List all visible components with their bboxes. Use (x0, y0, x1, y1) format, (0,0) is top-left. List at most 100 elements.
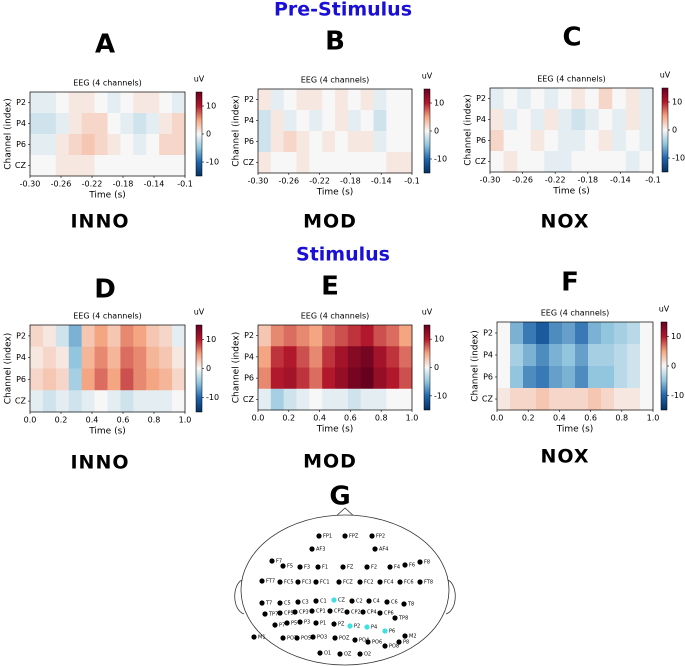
heatmap-cell (373, 325, 387, 347)
colorbar-label: uV (659, 305, 670, 314)
x-axis-label: Time (s) (552, 187, 590, 197)
heatmap-cell (146, 134, 160, 156)
heatmap-cell (283, 388, 297, 411)
heatmap-cell (399, 110, 413, 132)
heatmap-cell (598, 88, 613, 110)
heatmap-cell (490, 109, 504, 131)
electrode (313, 598, 319, 604)
heatmap-cell (283, 89, 297, 111)
electrode (364, 564, 370, 570)
electrode (401, 601, 407, 607)
heatmap-cell (575, 344, 589, 367)
electrode (316, 533, 322, 539)
heatmap-cell (490, 151, 504, 173)
heatmap-cell (81, 155, 95, 177)
electrode-label: P6 (389, 629, 395, 635)
heatmap-cell (172, 155, 186, 177)
heatmap-cell (68, 155, 83, 177)
heatmap-cell (612, 130, 627, 152)
panel-letter: G (329, 482, 350, 512)
heatmap-cell (347, 110, 362, 132)
y-tick-label: P6 (244, 137, 254, 146)
y-tick-label: P2 (476, 94, 486, 103)
x-tick-label: 0.6 (117, 416, 130, 425)
electrode-label: FC6 (404, 580, 414, 586)
heatmap-cell (120, 325, 134, 348)
heatmap-cell (588, 366, 602, 389)
heatmap-cell (386, 89, 400, 111)
heatmap-cell (360, 89, 374, 111)
heatmap-cell (322, 388, 336, 411)
chart-title: EEG (4 channels) (73, 79, 142, 88)
heatmap-cell (557, 130, 572, 152)
colorbar-tick-label: -10 (434, 391, 447, 400)
colorbar-label: uV (194, 75, 205, 84)
heatmap-cell (120, 346, 134, 369)
heatmap-cell (159, 325, 173, 348)
heatmap-cell (571, 130, 586, 152)
electrode (402, 562, 408, 568)
electrode-label: P3 (304, 620, 310, 626)
heatmap-cell (30, 390, 44, 413)
heatmap-cell (133, 113, 147, 135)
y-tick-label: P4 (483, 351, 493, 360)
y-tick-label: CZ (475, 157, 487, 166)
heatmap-cell (544, 151, 559, 173)
colorbar (195, 91, 203, 177)
heatmap-cell (309, 152, 323, 174)
electrode-label: C3 (302, 600, 309, 606)
heatmap-cell (639, 88, 654, 110)
heatmap-cell (68, 325, 83, 348)
x-axis-label: Time (s) (88, 191, 126, 201)
heatmap-cell (335, 89, 349, 111)
heatmap-cell (490, 88, 504, 110)
heatmap-cell (296, 131, 310, 153)
heatmap-cell (94, 325, 108, 348)
x-tick-label: 1.0 (179, 416, 192, 425)
heatmap-cell (296, 388, 310, 411)
x-tick-label: -0.22 (82, 180, 103, 189)
colorbar-label: uV (422, 72, 433, 81)
heatmap-cell (517, 130, 532, 152)
heatmap-cell (347, 388, 362, 411)
electrode (259, 578, 265, 584)
heatmap-cell (309, 367, 323, 390)
electrode-label: F6 (409, 563, 415, 569)
y-tick-label: P2 (244, 331, 254, 340)
heatmap-cell (94, 134, 108, 156)
y-tick-label: CZ (482, 395, 494, 404)
heatmap-cell (627, 366, 641, 389)
heatmap-cell (55, 134, 70, 156)
colorbar-tick-label: -10 (206, 158, 219, 167)
heatmap-cell (133, 368, 147, 391)
heatmap-cell (283, 346, 297, 368)
heatmap-cell (159, 134, 173, 156)
electrode (372, 546, 378, 552)
colorbar-tick-label: 10 (206, 102, 216, 111)
heatmap-cell (172, 134, 186, 156)
heatmap-cell (639, 109, 654, 131)
electrode-label: F1 (322, 565, 328, 571)
heatmap-cell (612, 88, 627, 110)
heatmap-cell (386, 325, 400, 347)
heatmap-cell (172, 390, 186, 413)
electrode (384, 599, 390, 605)
x-tick-label: 0.0 (252, 414, 265, 423)
x-tick-label: -0.30 (248, 177, 269, 186)
heatmap-cell (94, 113, 108, 135)
heatmap-cell (399, 388, 413, 411)
x-tick-label: -0.26 (51, 180, 72, 189)
panel-letter: B (325, 27, 345, 57)
electrode-label: P4 (371, 625, 377, 631)
electrode-label: O1 (324, 651, 331, 657)
heatmap-cell (322, 89, 336, 111)
x-tick-label: 1.0 (647, 414, 660, 423)
electrode (397, 579, 403, 585)
heatmap-cell (107, 368, 121, 391)
heatmap-cell (347, 152, 362, 174)
heatmap-cell (625, 151, 640, 173)
section-title: Pre-Stimulus (274, 0, 412, 21)
heatmap-cell (335, 388, 349, 411)
heatmap-cell (549, 322, 563, 345)
heatmap-cell (530, 151, 545, 173)
